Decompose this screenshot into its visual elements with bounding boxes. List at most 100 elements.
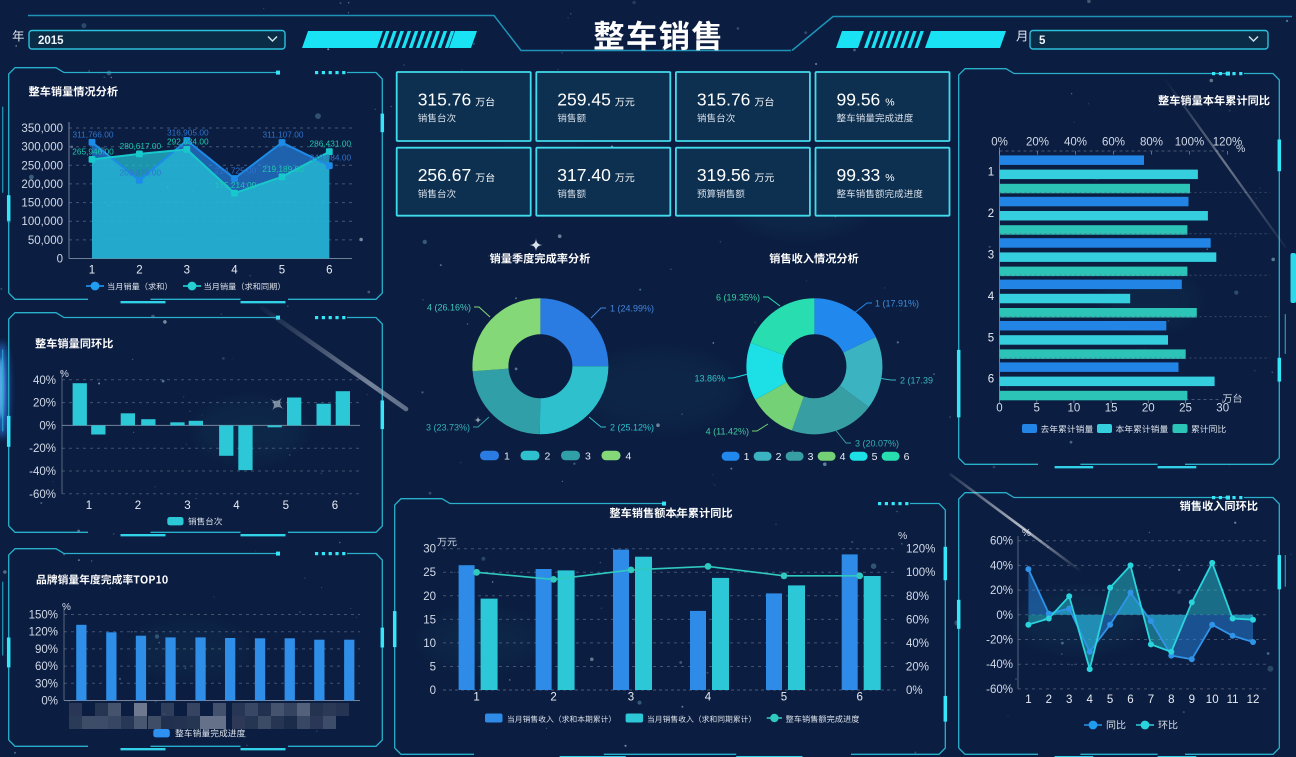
svg-text:6: 6: [326, 265, 332, 277]
svg-text:265,946.00: 265,946.00: [72, 146, 114, 156]
svg-text:60%: 60%: [35, 661, 58, 673]
svg-text:1 (24.99%): 1 (24.99%): [610, 304, 654, 314]
svg-text:4: 4: [840, 451, 846, 463]
svg-text:80%: 80%: [1140, 137, 1163, 149]
svg-text:1: 1: [1025, 694, 1031, 706]
svg-text:12: 12: [1247, 694, 1260, 706]
svg-text:6: 6: [856, 692, 862, 704]
svg-text:11: 11: [1227, 694, 1239, 706]
svg-text:1: 1: [744, 451, 750, 463]
svg-text:4 (11.42%): 4 (11.42%): [706, 427, 749, 437]
svg-text:%: %: [885, 172, 894, 184]
svg-text:214,725.00: 214,725.00: [215, 166, 257, 176]
svg-text:0: 0: [57, 254, 63, 266]
svg-text:-60%: -60%: [29, 489, 56, 501]
svg-text:%: %: [1236, 143, 1245, 155]
svg-text:319.56: 319.56: [697, 165, 751, 185]
svg-text:1: 1: [89, 265, 95, 277]
svg-text:5: 5: [1039, 35, 1046, 47]
svg-text:5: 5: [430, 662, 436, 674]
svg-text:2 (25.12%): 2 (25.12%): [610, 423, 654, 433]
svg-text:0%: 0%: [991, 137, 1008, 149]
svg-text:25: 25: [1179, 403, 1192, 415]
svg-text:20%: 20%: [906, 662, 929, 674]
svg-text:20%: 20%: [33, 398, 56, 410]
svg-text:99.33: 99.33: [837, 165, 881, 185]
svg-text:1 (17.91%): 1 (17.91%): [875, 299, 919, 309]
svg-text:6: 6: [904, 451, 910, 463]
svg-text:2 (17.39: 2 (17.39: [900, 376, 933, 386]
svg-text:2: 2: [988, 208, 994, 220]
svg-text:5: 5: [872, 451, 878, 463]
svg-text:-20%: -20%: [986, 635, 1013, 647]
svg-text:5: 5: [988, 332, 994, 344]
svg-text:311,766.00: 311,766.00: [73, 129, 114, 139]
svg-text:20: 20: [423, 591, 436, 603]
svg-text:10: 10: [1068, 403, 1081, 415]
svg-text:20%: 20%: [1026, 137, 1049, 149]
svg-text:150,000: 150,000: [21, 198, 63, 210]
svg-text:5: 5: [1033, 403, 1039, 415]
svg-text:4: 4: [1086, 694, 1093, 706]
svg-text:15: 15: [1105, 403, 1118, 415]
svg-text:280,617.00: 280,617.00: [120, 141, 162, 151]
svg-text:3: 3: [628, 692, 634, 704]
svg-text:2015: 2015: [38, 35, 64, 47]
svg-text:0%: 0%: [39, 420, 56, 432]
svg-text:5: 5: [283, 500, 289, 512]
svg-text:3: 3: [988, 250, 994, 262]
svg-text:60%: 60%: [1102, 137, 1125, 149]
svg-text:10: 10: [1206, 694, 1219, 706]
svg-text:2: 2: [135, 500, 141, 512]
svg-text:300,000: 300,000: [21, 142, 63, 154]
svg-text:248,984.00: 248,984.00: [310, 153, 352, 163]
svg-text:30: 30: [1216, 403, 1229, 415]
svg-text:256.67: 256.67: [418, 165, 472, 185]
svg-text:80%: 80%: [906, 591, 929, 603]
svg-text:%: %: [885, 97, 894, 109]
svg-text:6: 6: [988, 374, 994, 386]
svg-text:40%: 40%: [906, 638, 929, 650]
svg-text:3: 3: [585, 451, 591, 463]
svg-text:0%: 0%: [41, 696, 58, 708]
svg-text:%: %: [62, 602, 71, 613]
svg-text:1: 1: [86, 500, 92, 512]
svg-text:209,875.00: 209,875.00: [120, 167, 162, 177]
svg-text:3: 3: [184, 265, 190, 277]
svg-text:6: 6: [332, 500, 338, 512]
svg-text:13.86%: 13.86%: [694, 374, 725, 384]
svg-text:40%: 40%: [33, 375, 56, 387]
svg-text:0: 0: [430, 685, 436, 697]
svg-text:3: 3: [808, 451, 814, 463]
svg-text:1: 1: [473, 692, 479, 704]
svg-text:350,000: 350,000: [21, 123, 63, 135]
svg-text:6 (19.35%): 6 (19.35%): [716, 293, 760, 303]
svg-text:5: 5: [279, 265, 285, 277]
svg-text:219,189.00: 219,189.00: [262, 164, 304, 174]
svg-text:-40%: -40%: [29, 466, 56, 478]
svg-text:315.76: 315.76: [418, 90, 472, 110]
svg-text:4 (26.16%): 4 (26.16%): [427, 303, 471, 313]
svg-text:120%: 120%: [906, 544, 935, 556]
svg-text:4: 4: [988, 291, 995, 303]
svg-text:30: 30: [423, 544, 436, 556]
svg-text:4: 4: [705, 692, 712, 704]
svg-text:100,000: 100,000: [21, 216, 63, 228]
svg-text:4: 4: [233, 500, 240, 512]
svg-text:0: 0: [996, 403, 1002, 415]
svg-text:1: 1: [504, 451, 510, 463]
svg-text:316,905.00: 316,905.00: [167, 127, 209, 137]
svg-text:100%: 100%: [906, 567, 935, 579]
svg-text:99.56: 99.56: [837, 90, 881, 110]
svg-text:1: 1: [988, 167, 994, 179]
svg-text:%: %: [60, 369, 69, 380]
svg-text:175,214.00: 175,214.00: [215, 180, 257, 190]
svg-text:15: 15: [423, 614, 436, 626]
svg-text:4: 4: [231, 265, 238, 277]
svg-text:2: 2: [136, 265, 142, 277]
svg-text:286,431.00: 286,431.00: [310, 139, 352, 149]
svg-text:2: 2: [776, 451, 782, 463]
svg-text:20%: 20%: [990, 585, 1013, 597]
svg-text:5: 5: [1107, 694, 1113, 706]
svg-text:311,107.00: 311,107.00: [263, 130, 304, 140]
